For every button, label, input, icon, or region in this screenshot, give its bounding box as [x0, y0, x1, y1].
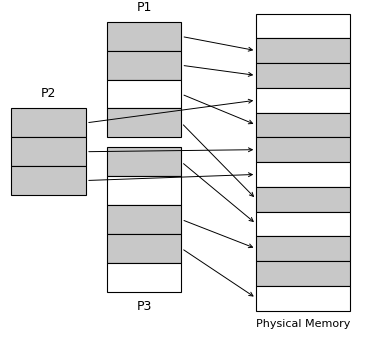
Bar [107, 234, 181, 263]
Bar [107, 205, 181, 234]
Bar [107, 176, 181, 205]
Bar [256, 236, 350, 261]
Text: P2: P2 [41, 87, 56, 100]
Bar [107, 263, 181, 292]
Bar [107, 51, 181, 80]
Bar [256, 88, 350, 113]
Bar [256, 14, 350, 38]
Bar [256, 187, 350, 212]
Text: Physical Memory: Physical Memory [256, 319, 350, 329]
Bar [256, 286, 350, 311]
Bar [256, 63, 350, 88]
Text: P3: P3 [136, 300, 152, 313]
Bar [256, 38, 350, 63]
Bar [256, 261, 350, 286]
Text: P1: P1 [136, 1, 152, 14]
Bar [107, 147, 181, 176]
Bar [256, 162, 350, 187]
Bar [256, 137, 350, 162]
Bar [11, 137, 86, 166]
Bar [256, 113, 350, 137]
Bar [11, 108, 86, 137]
Bar [107, 22, 181, 51]
Bar [107, 80, 181, 108]
Bar [107, 108, 181, 137]
Bar [256, 212, 350, 236]
Bar [11, 166, 86, 195]
